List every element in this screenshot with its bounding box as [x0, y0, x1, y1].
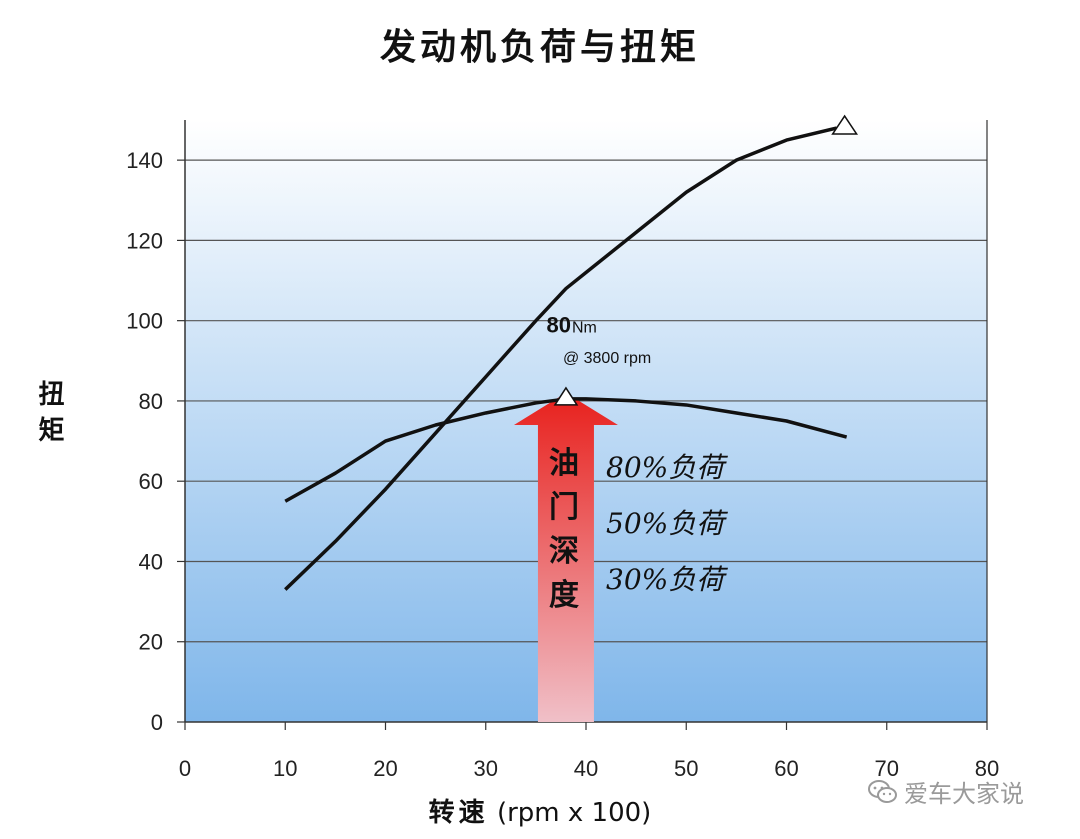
watermark: 爱车大家说	[868, 774, 1024, 809]
y-tick-label: 0	[151, 710, 163, 735]
x-axis-label-cn: 转速	[428, 798, 489, 828]
x-tick-label: 60	[774, 756, 798, 781]
x-tick-label: 50	[674, 756, 698, 781]
y-axis-label: 扭矩	[34, 380, 64, 452]
load-label: 80%负荷	[606, 451, 728, 484]
load-label: 30%负荷	[606, 563, 728, 596]
y-tick-label: 20	[139, 630, 163, 655]
watermark-text: 爱车大家说	[904, 780, 1024, 808]
x-tick-label: 0	[179, 756, 191, 781]
chart-title: 发动机负荷与扭矩	[379, 26, 700, 68]
x-tick-label: 40	[574, 756, 598, 781]
x-tick-label: 80	[975, 756, 999, 781]
load-label: 50%负荷	[606, 507, 728, 540]
x-axis-label-unit: (rpm x 100)	[496, 798, 652, 828]
y-tick-label: 60	[139, 469, 163, 494]
arrow-text-char: 门	[549, 490, 579, 525]
series-line-1	[284, 126, 838, 591]
x-tick-label: 70	[875, 756, 899, 781]
x-tick-label: 30	[474, 756, 498, 781]
throttle-arrow	[513, 392, 618, 722]
peak-rpm: @ 3800 rpm	[563, 350, 651, 367]
x-tick-label: 10	[273, 756, 297, 781]
x-axis-label: 转速 (rpm x 100)	[0, 792, 1080, 829]
y-tick-label: 120	[126, 228, 163, 253]
arrow-text-char: 油	[549, 446, 579, 481]
y-tick-label: 140	[126, 148, 163, 173]
peak-value: 80	[546, 313, 570, 338]
arrow-text-char: 度	[549, 578, 579, 613]
y-tick-label: 100	[126, 309, 163, 334]
y-tick-label: 80	[139, 389, 163, 414]
wechat-icon	[868, 779, 897, 803]
series-end-marker	[831, 114, 859, 135]
arrow-text-char: 深	[549, 534, 579, 569]
x-tick-label: 20	[373, 756, 397, 781]
peak-unit: Nm	[572, 320, 597, 337]
y-tick-label: 40	[139, 549, 163, 574]
peak-marker	[553, 386, 579, 406]
